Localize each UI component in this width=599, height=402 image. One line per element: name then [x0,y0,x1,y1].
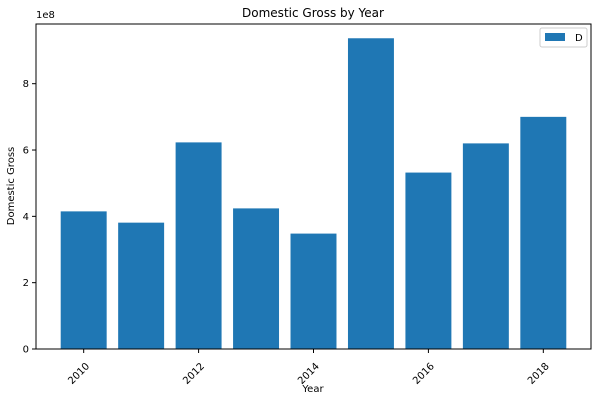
bars-group [60,38,567,350]
x-tick-label: 2012 [181,361,207,387]
x-axis-label: Year [301,384,324,395]
y-axis-label: Domestic Gross [6,147,17,225]
y-offset-label: 1e8 [36,10,55,21]
y-axis: 0 2 4 6 8 [23,79,36,356]
x-tick-label: 2010 [66,361,92,387]
x-tick-label: 2016 [411,361,437,387]
legend-label-d: D [575,33,583,44]
bar-2015 [347,38,394,350]
y-tick-label: 0 [23,345,29,356]
y-tick-label: 6 [23,146,29,157]
bar-2012 [175,142,222,349]
y-tick-label: 8 [23,79,29,90]
x-axis: 2010 2012 2014 2016 2018 [66,349,552,387]
bar-2014 [290,233,337,349]
legend-swatch-d [545,33,565,41]
y-tick-label: 4 [23,212,29,223]
bar-2011 [118,222,165,349]
legend: D [539,27,588,48]
bar-2010 [60,211,107,349]
bar-2018 [520,116,567,349]
x-tick-label: 2018 [526,361,552,387]
bar-2016 [405,172,452,349]
chart-title: Domestic Gross by Year [242,6,384,20]
y-tick-label: 2 [23,278,29,289]
bar-2013 [233,208,280,349]
bar-2017 [462,143,509,349]
